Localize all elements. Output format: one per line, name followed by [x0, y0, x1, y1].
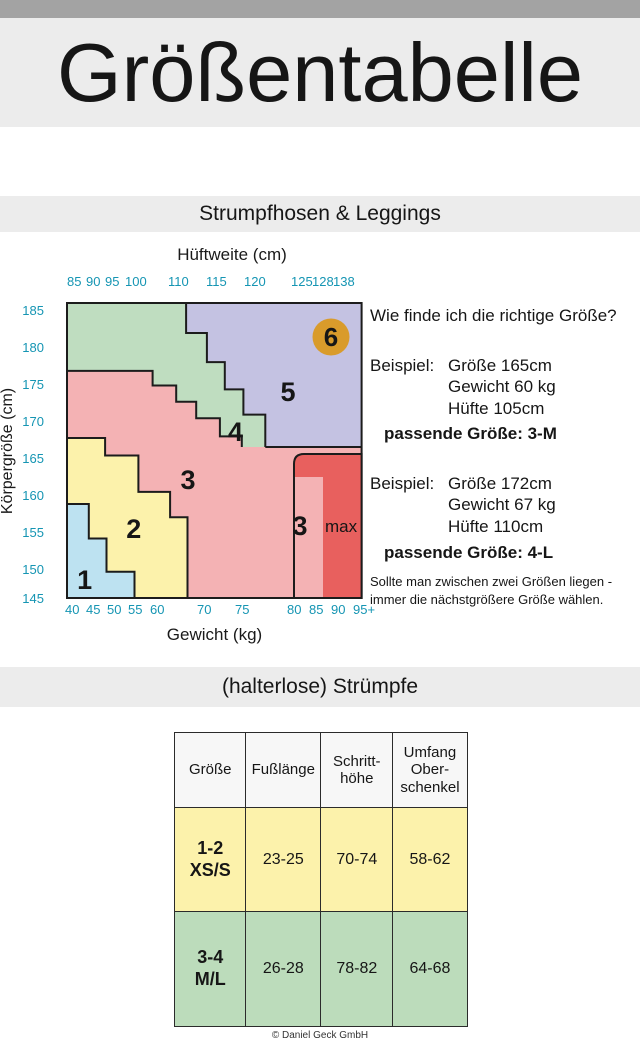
svg-text:6: 6: [324, 322, 338, 352]
svg-text:3: 3: [292, 511, 307, 541]
svg-text:max: max: [325, 517, 358, 536]
svg-text:1: 1: [77, 565, 92, 595]
svg-text:2: 2: [126, 514, 141, 544]
svg-text:3: 3: [180, 465, 195, 495]
svg-text:4: 4: [228, 417, 243, 447]
svg-text:5: 5: [280, 377, 295, 407]
